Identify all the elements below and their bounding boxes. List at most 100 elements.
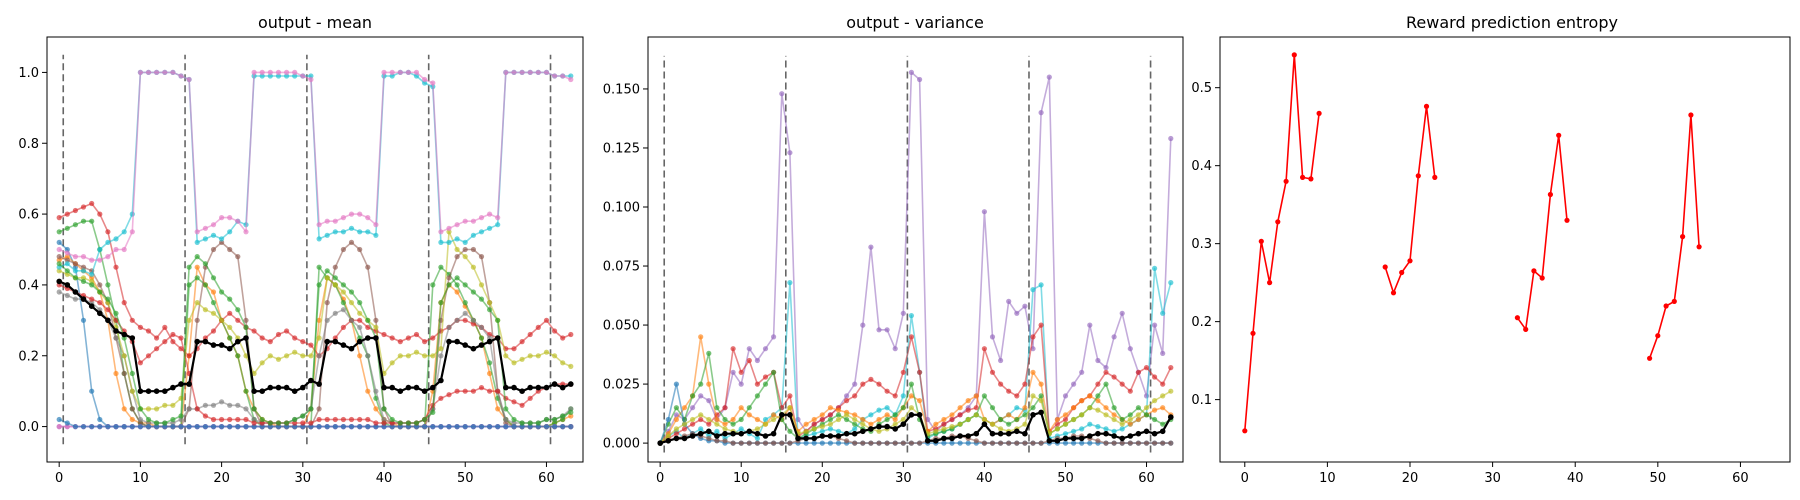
- data-point: [422, 353, 428, 359]
- data-point: [738, 416, 744, 423]
- data-point: [860, 428, 866, 435]
- data-point: [487, 424, 493, 430]
- x-tick-label: 0: [1241, 471, 1249, 486]
- y-tick-label: 0.4: [1191, 159, 1212, 174]
- data-point: [819, 433, 826, 439]
- data-point: [1087, 405, 1093, 411]
- data-point: [1390, 290, 1397, 296]
- data-point: [568, 409, 574, 415]
- data-point: [722, 405, 728, 411]
- data-point: [267, 384, 274, 391]
- data-point: [478, 342, 485, 348]
- data-point: [413, 349, 420, 355]
- data-point: [154, 424, 160, 430]
- data-point: [1283, 178, 1289, 184]
- data-point: [202, 307, 208, 313]
- data-point: [1095, 430, 1101, 437]
- data-point: [487, 307, 493, 313]
- data-point: [251, 406, 257, 412]
- data-point: [1135, 430, 1142, 437]
- data-point: [194, 275, 200, 281]
- data-point: [860, 381, 866, 387]
- data-point: [811, 431, 817, 437]
- data-point: [835, 407, 842, 413]
- data-point: [876, 407, 882, 413]
- data-point: [657, 440, 663, 446]
- panel-output-mean: output - mean 0 10 20 30 40 50 600.00.20.40.60…: [18, 13, 584, 486]
- data-point: [454, 222, 460, 228]
- data-point: [495, 215, 501, 221]
- data-point: [843, 430, 850, 437]
- data-point: [495, 388, 501, 394]
- data-point: [72, 207, 78, 214]
- data-point: [998, 440, 1004, 446]
- data-point: [779, 91, 785, 97]
- data-point: [56, 229, 62, 235]
- data-point: [186, 381, 192, 387]
- data-point: [1014, 310, 1020, 316]
- data-point: [900, 416, 906, 423]
- data-point: [64, 225, 70, 231]
- data-point: [487, 370, 493, 377]
- data-point: [202, 424, 208, 430]
- data-point: [1022, 303, 1028, 309]
- data-point: [535, 384, 542, 391]
- data-point: [56, 246, 62, 253]
- data-point: [80, 275, 87, 281]
- data-point: [527, 384, 533, 391]
- data-point: [1316, 110, 1322, 116]
- data-point: [291, 388, 298, 395]
- data-point: [243, 353, 249, 359]
- data-point: [438, 300, 444, 306]
- data-point: [413, 424, 420, 430]
- data-point: [219, 399, 225, 405]
- data-point: [503, 416, 509, 423]
- x-tick-label: 10: [733, 471, 750, 486]
- data-point: [389, 424, 395, 430]
- data-point: [121, 353, 127, 359]
- data-point: [1103, 430, 1109, 437]
- data-point: [72, 254, 78, 260]
- data-point: [365, 229, 371, 235]
- data-point: [267, 420, 273, 426]
- data-point: [998, 357, 1004, 364]
- data-point: [1696, 244, 1702, 250]
- data-point: [1087, 322, 1093, 328]
- data-point: [1038, 381, 1044, 387]
- data-point: [1022, 430, 1028, 437]
- data-point: [973, 393, 979, 399]
- data-point: [316, 381, 322, 387]
- data-point: [852, 440, 858, 446]
- data-point: [706, 398, 712, 404]
- data-point: [145, 328, 152, 334]
- data-point: [989, 430, 996, 437]
- data-point: [438, 353, 444, 359]
- y-tick-label: 0.8: [18, 137, 39, 152]
- data-point: [852, 421, 858, 427]
- data-point: [381, 384, 387, 391]
- data-point: [170, 416, 176, 423]
- data-point: [413, 73, 420, 79]
- data-point: [1119, 421, 1125, 427]
- data-point: [348, 300, 355, 306]
- data-point: [259, 73, 265, 79]
- data-point: [844, 398, 850, 404]
- data-point: [1119, 310, 1125, 316]
- data-point: [145, 388, 152, 395]
- data-point: [689, 433, 696, 439]
- series-line: [58, 255, 572, 424]
- data-point: [227, 246, 233, 253]
- data-point: [365, 215, 371, 221]
- data-point: [1022, 381, 1028, 387]
- data-point: [89, 296, 95, 302]
- data-point: [275, 73, 282, 79]
- data-point: [949, 416, 955, 423]
- data-point: [1062, 412, 1069, 418]
- y-tick-label: 1.0: [18, 66, 39, 81]
- data-point: [1432, 174, 1438, 180]
- data-point: [1152, 440, 1158, 446]
- data-point: [1078, 435, 1085, 442]
- data-point: [1514, 315, 1520, 321]
- data-point: [202, 236, 208, 242]
- data-point: [762, 440, 769, 446]
